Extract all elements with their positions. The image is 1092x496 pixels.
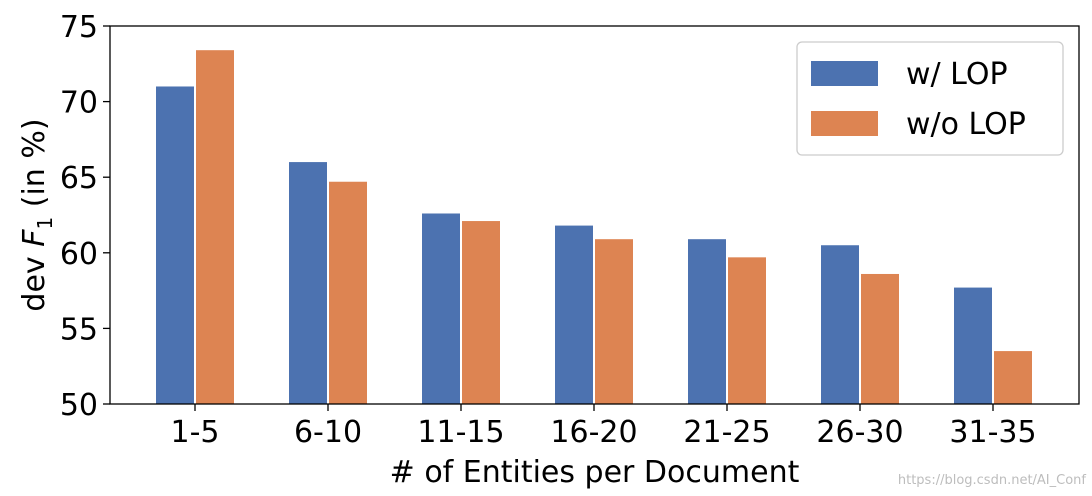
bar-w-lop-31-35 <box>954 287 992 404</box>
legend-swatch-w-lop <box>811 61 878 86</box>
y-axis-label: dev F1 (in %) <box>17 118 57 311</box>
y-tick-label: 75 <box>60 10 98 45</box>
bar-wo-lop-26-30 <box>861 273 899 404</box>
x-axis-label: # of Entities per Document <box>390 455 800 490</box>
bars-layer <box>156 50 1032 404</box>
legend-label-wo-lop: w/o LOP <box>906 107 1026 142</box>
x-tick-label: 6-10 <box>294 415 362 450</box>
y-axis-label-suffix: (in %) <box>17 118 52 216</box>
bar-wo-lop-16-20 <box>595 239 633 404</box>
bar-wo-lop-31-35 <box>994 351 1032 404</box>
watermark: https://blog.csdn.net/AI_Conf <box>898 473 1087 488</box>
x-tick-label: 26-30 <box>816 415 903 450</box>
legend-swatch-wo-lop <box>811 111 878 136</box>
bar-w-lop-1-5 <box>156 86 194 404</box>
legend-label-w-lop: w/ LOP <box>906 57 1008 92</box>
bar-wo-lop-6-10 <box>329 181 367 404</box>
y-axis-ticks: 50 55 60 65 70 75 <box>60 10 110 423</box>
y-axis-label-subscript: 1 <box>33 217 57 230</box>
bar-w-lop-6-10 <box>289 162 327 404</box>
bar-w-lop-11-15 <box>422 213 460 404</box>
y-axis-label-variable: F <box>17 229 52 247</box>
x-tick-label: 31-35 <box>949 415 1036 450</box>
x-axis-ticks: 1-5 6-10 11-15 16-20 21-25 26-30 31-35 <box>171 404 1037 450</box>
x-tick-label: 11-15 <box>417 415 504 450</box>
bar-w-lop-21-25 <box>688 239 726 404</box>
x-tick-label: 21-25 <box>683 415 770 450</box>
legend: w/ LOP w/o LOP <box>796 41 1064 156</box>
y-tick-label: 70 <box>60 86 98 121</box>
y-axis-label-prefix: dev <box>17 247 52 312</box>
y-tick-label: 65 <box>60 161 98 196</box>
bar-w-lop-26-30 <box>821 245 859 404</box>
x-tick-label: 16-20 <box>550 415 637 450</box>
bar-w-lop-16-20 <box>555 225 593 404</box>
y-tick-label: 60 <box>60 237 98 272</box>
y-tick-label: 50 <box>60 388 98 423</box>
bar-wo-lop-21-25 <box>728 257 766 404</box>
x-tick-label: 1-5 <box>171 415 220 450</box>
bar-wo-lop-1-5 <box>196 50 234 404</box>
bar-wo-lop-11-15 <box>462 221 500 404</box>
y-tick-label: 55 <box>60 312 98 347</box>
